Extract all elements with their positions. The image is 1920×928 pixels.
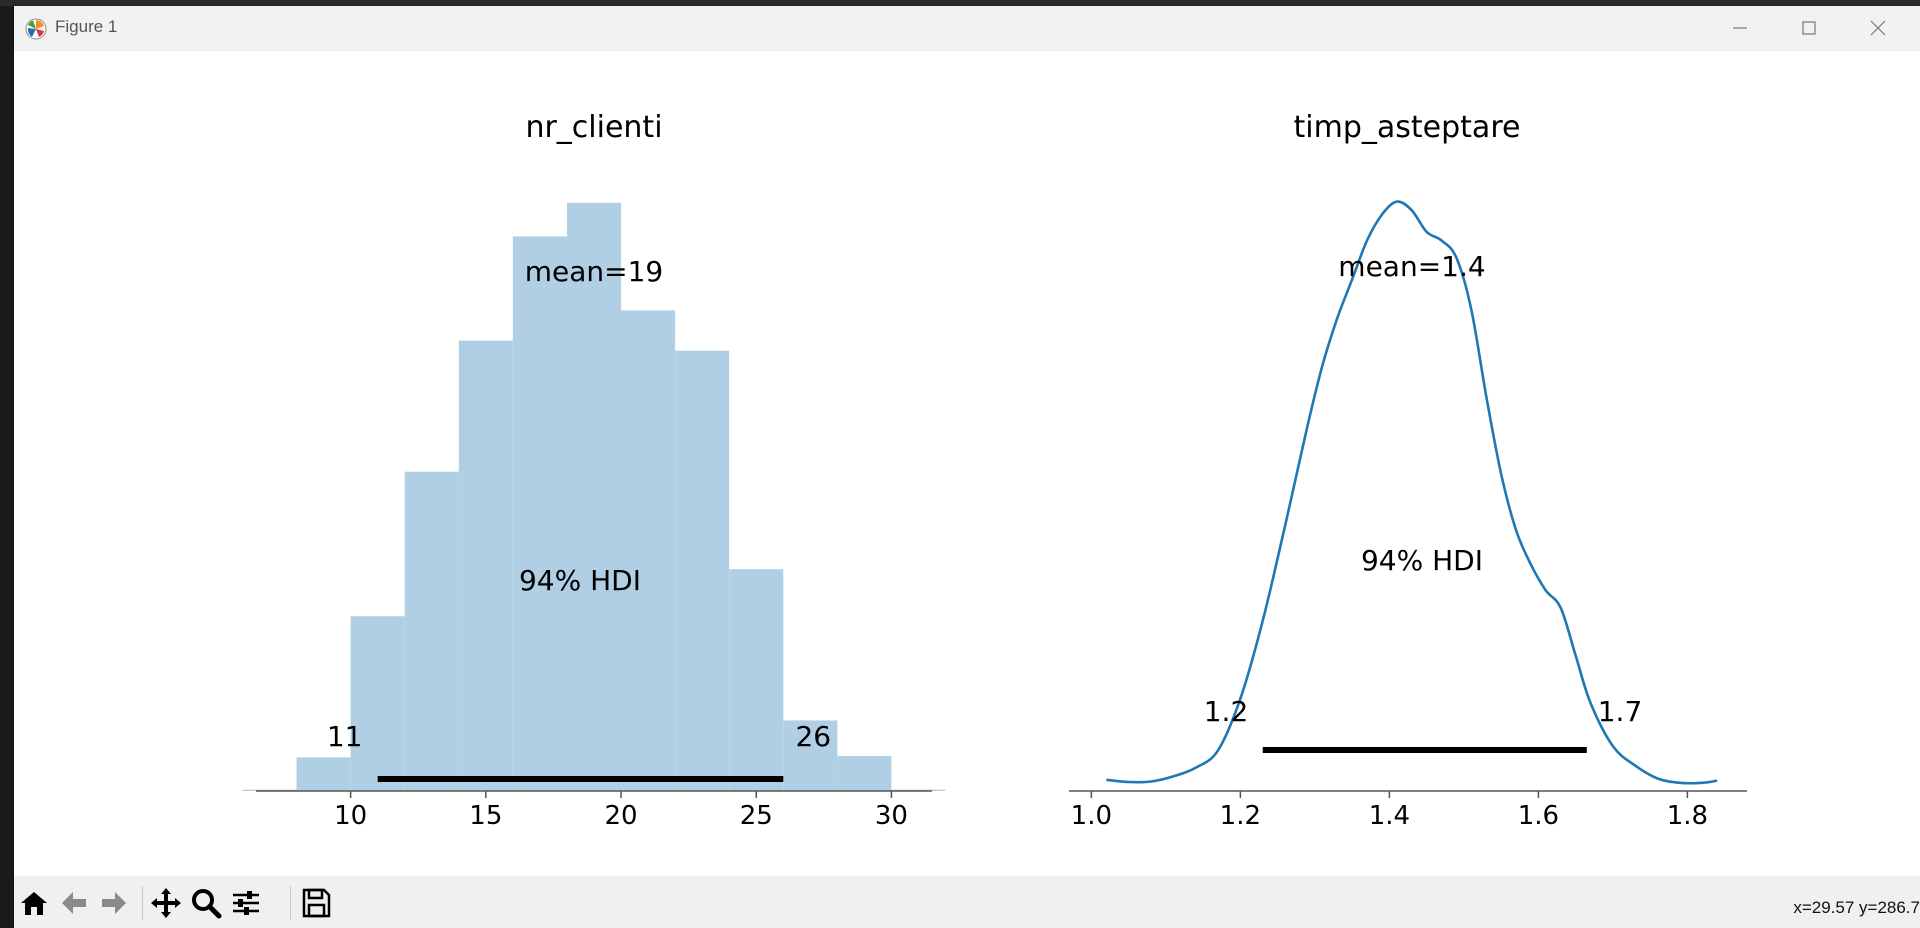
kde-timp-asteptare: timp_asteptare 1.0 1.2 1.4 1.6 1.8 mean=1.4 94%… [1069, 110, 1747, 831]
zoom-button[interactable] [188, 884, 224, 922]
coordinate-readout: x=29.57 y=286.7 [1793, 898, 1920, 917]
home-icon [21, 892, 47, 915]
back-icon [62, 892, 86, 914]
histogram-bar [621, 310, 676, 791]
x-tick-label: 30 [875, 801, 908, 831]
histogram-bar [458, 340, 513, 791]
histogram-bar [729, 569, 784, 791]
toolbar-separator [142, 886, 143, 920]
histogram-bar [837, 756, 892, 791]
hdi-high-label: 1.7 [1598, 695, 1643, 728]
hdi-low-label: 1.2 [1204, 695, 1249, 728]
configure-icon [233, 891, 259, 915]
minimize-icon [1733, 27, 1747, 29]
mean-label: mean=19 [525, 255, 664, 288]
mean-label: mean=1.4 [1338, 250, 1485, 283]
x-tick-label: 10 [334, 801, 367, 831]
window-titlebar[interactable]: Figure 1 [14, 6, 1920, 51]
taskbar-strip [0, 0, 1920, 6]
matplotlib-icon [25, 18, 47, 40]
save-icon [302, 888, 331, 918]
histogram-bar [566, 202, 622, 792]
plot-canvas[interactable]: nr_clienti 10 15 20 25 30 mean=19 94% HDI 11 26 t… [14, 51, 1920, 876]
minimize-button[interactable] [1706, 6, 1774, 50]
histogram-bar [675, 350, 730, 791]
toolbar-separator [290, 886, 291, 920]
histogram-bar [350, 616, 405, 791]
pan-button[interactable] [148, 884, 184, 922]
pan-icon [151, 888, 181, 918]
x-tick-label: 1.0 [1071, 801, 1112, 831]
hdi-low-label: 11 [327, 720, 363, 753]
hdi-label: 94% HDI [1361, 544, 1483, 577]
x-tick-label: 1.4 [1369, 801, 1410, 831]
x-tick-label: 20 [604, 801, 637, 831]
histogram-bar [512, 236, 567, 791]
close-button[interactable] [1844, 6, 1912, 50]
x-tick-label: 1.2 [1220, 801, 1261, 831]
home-button[interactable] [16, 884, 52, 922]
figure-window: Figure 1 nr_clienti 10 15 20 25 30 mean=19 94% … [14, 6, 1920, 928]
x-tick-label: 15 [469, 801, 502, 831]
chart-title: nr_clienti [525, 110, 662, 145]
hdi-high-label: 26 [795, 720, 831, 753]
histogram-bar [296, 757, 351, 791]
x-tick-label: 25 [740, 801, 773, 831]
hdi-label: 94% HDI [519, 564, 641, 597]
forward-button[interactable] [96, 884, 132, 922]
x-tick-label: 1.6 [1518, 801, 1559, 831]
chart-title: timp_asteptare [1294, 110, 1521, 145]
zoom-icon [192, 889, 222, 919]
forward-icon [102, 892, 126, 914]
configure-button[interactable] [228, 884, 264, 922]
x-tick-label: 1.8 [1667, 801, 1708, 831]
kde-line [1106, 200, 1718, 785]
maximize-button[interactable] [1775, 6, 1843, 50]
navigation-toolbar: x=29.57 y=286.7 [14, 876, 1920, 928]
maximize-icon [1802, 21, 1816, 35]
histogram-nr-clienti: nr_clienti 10 15 20 25 30 mean=19 94% HDI 11 26 [242, 110, 946, 831]
histogram-bar [783, 720, 838, 791]
close-icon [1870, 20, 1886, 36]
save-button[interactable] [298, 884, 334, 922]
back-button[interactable] [56, 884, 92, 922]
window-title: Figure 1 [55, 17, 118, 36]
histogram-bar [404, 471, 459, 791]
